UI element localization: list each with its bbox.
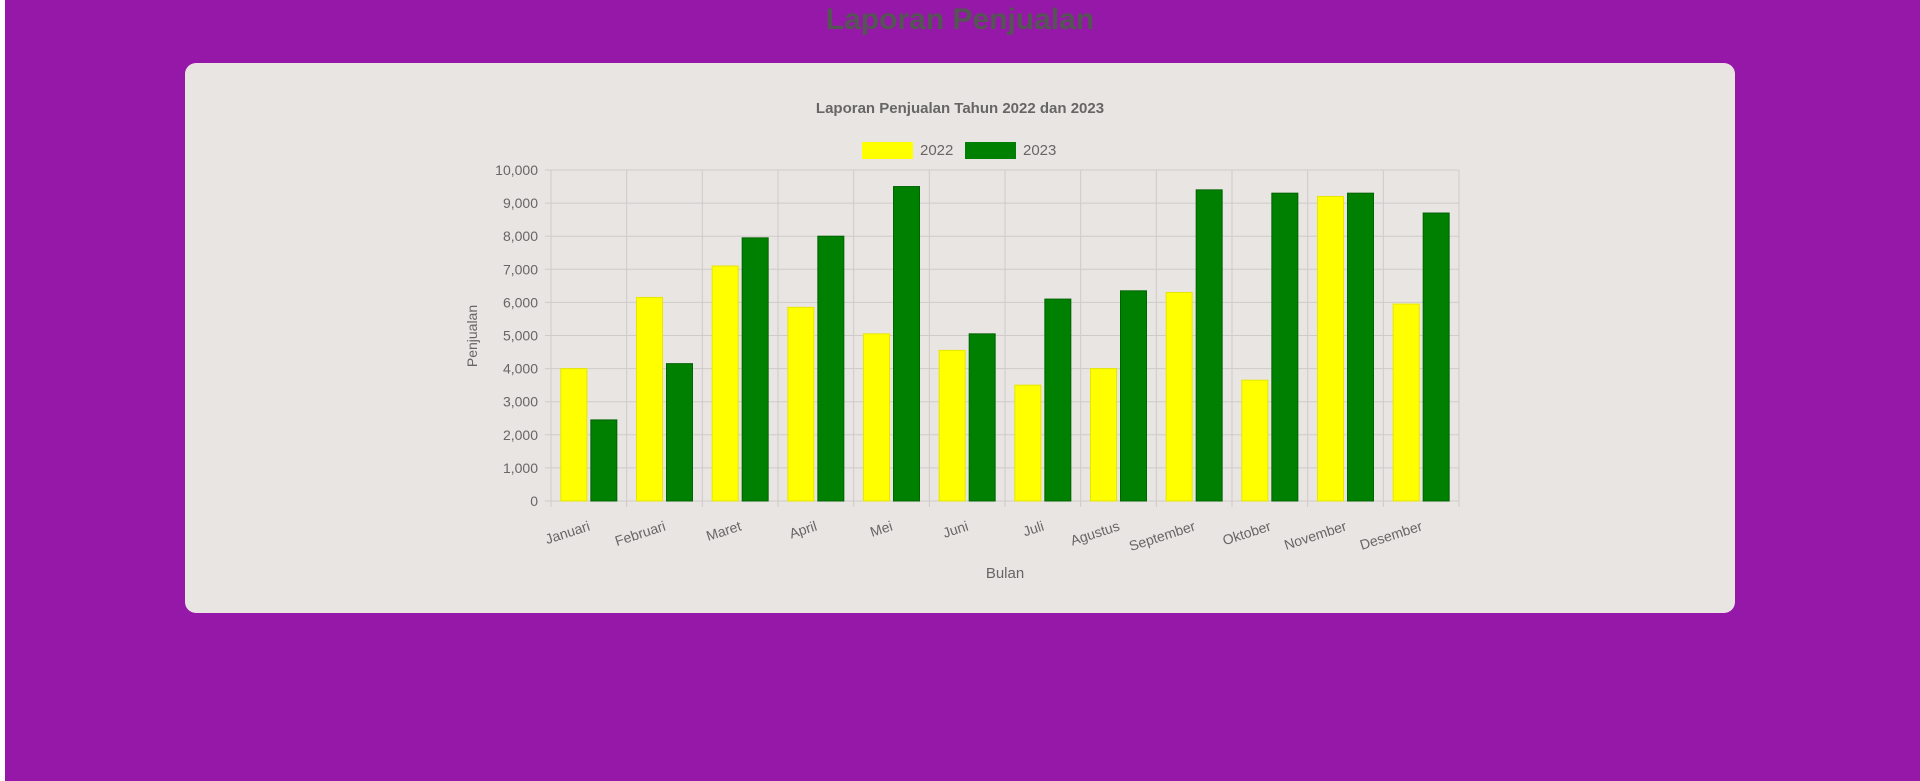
bar-2023-mei[interactable] — [893, 186, 920, 502]
bar-2022-mei[interactable] — [863, 333, 890, 502]
legend-swatch-2023[interactable] — [965, 142, 1016, 159]
x-tick-label: Januari — [543, 518, 592, 547]
y-tick-label: 9,000 — [503, 195, 538, 211]
legend-swatch-2022[interactable] — [862, 142, 913, 159]
chart-bars — [560, 186, 1450, 502]
bar-2022-september[interactable] — [1165, 291, 1193, 502]
bar-2023-juni[interactable] — [968, 333, 996, 502]
x-tick-label: November — [1282, 518, 1349, 553]
x-tick-label: Desember — [1358, 518, 1425, 553]
bar-2022-november[interactable] — [1317, 195, 1344, 502]
x-tick-label: Mei — [868, 518, 894, 540]
chart-title: Laporan Penjualan Tahun 2022 dan 2023 — [816, 100, 1104, 117]
y-axis-label: Penjualan — [464, 305, 480, 367]
chart-legend: 2022 2023 — [862, 142, 1056, 159]
y-tick-label: 5,000 — [503, 328, 538, 344]
x-tick-label: April — [787, 518, 819, 542]
x-axis-label: Bulan — [986, 565, 1024, 582]
x-tick-label: Juni — [941, 518, 970, 541]
bar-2023-januari[interactable] — [590, 419, 618, 502]
bar-2023-maret[interactable] — [741, 237, 769, 502]
bar-2022-april[interactable] — [787, 306, 815, 502]
legend-label-2022[interactable]: 2022 — [920, 142, 953, 159]
y-tick-label: 2,000 — [503, 427, 538, 443]
bar-2023-juli[interactable] — [1044, 298, 1072, 502]
bar-2022-juni[interactable] — [938, 349, 966, 502]
x-tick-label: Februari — [613, 518, 668, 549]
bar-2023-februari[interactable] — [666, 363, 693, 502]
bar-2023-september[interactable] — [1195, 189, 1223, 502]
bar-2022-juli[interactable] — [1014, 384, 1042, 502]
bar-2023-agustus[interactable] — [1120, 290, 1147, 502]
chart-card — [185, 63, 1735, 613]
x-tick-label: Juli — [1021, 518, 1046, 540]
bar-2023-oktober[interactable] — [1271, 192, 1299, 502]
y-tick-label: 10,000 — [495, 162, 538, 178]
page-title: Laporan Penjualan — [825, 3, 1095, 36]
bar-2022-oktober[interactable] — [1241, 379, 1269, 502]
bar-2023-april[interactable] — [817, 235, 845, 502]
x-tick-label: Maret — [704, 518, 743, 544]
y-tick-label: 0 — [530, 493, 538, 509]
y-tick-label: 1,000 — [503, 460, 538, 476]
chart-grid — [545, 169, 1460, 507]
bar-2023-desember[interactable] — [1422, 212, 1450, 502]
y-tick-label: 7,000 — [503, 261, 538, 277]
x-tick-label: September — [1127, 518, 1197, 554]
bar-2022-januari[interactable] — [560, 368, 588, 502]
y-tick-label: 8,000 — [503, 228, 538, 244]
bar-2023-november[interactable] — [1347, 192, 1374, 502]
bar-2022-maret[interactable] — [711, 265, 739, 502]
y-tick-label: 4,000 — [503, 361, 538, 377]
y-tick-label: 6,000 — [503, 294, 538, 310]
x-tick-label: Oktober — [1220, 518, 1273, 549]
y-axis-ticks: 0 1,000 2,000 3,000 4,000 5,000 6,000 7,000 8,00… — [495, 162, 538, 509]
bar-2022-agustus[interactable] — [1090, 368, 1117, 502]
bar-2022-desember[interactable] — [1392, 303, 1420, 502]
bar-2022-februari[interactable] — [636, 296, 663, 502]
x-tick-label: Agustus — [1068, 518, 1121, 549]
legend-label-2023[interactable]: 2023 — [1023, 142, 1056, 159]
y-tick-label: 3,000 — [503, 394, 538, 410]
x-axis-ticks: Januari Februari Maret April Mei Juni Juli Agus… — [543, 518, 1424, 554]
